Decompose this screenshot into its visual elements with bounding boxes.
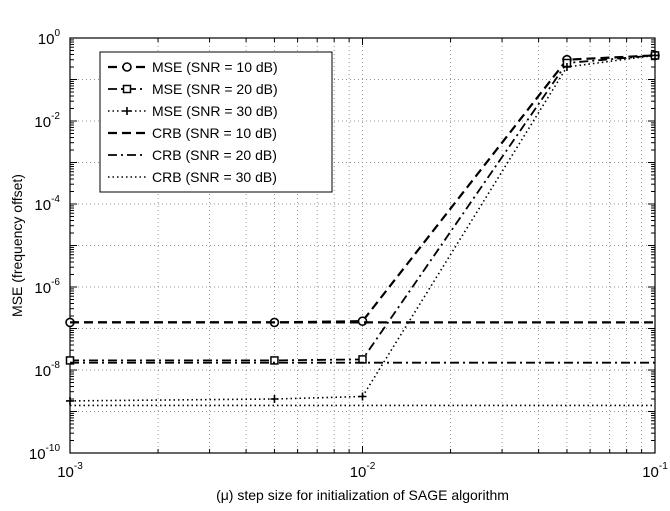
- tick-label-base: 10: [29, 446, 46, 463]
- tick-label-exponent: -2: [366, 461, 375, 472]
- legend-box: [99, 51, 333, 193]
- y-tick-label: 10-8: [34, 360, 60, 380]
- y-axis-label: MSE (frequency offset): [9, 174, 25, 317]
- data-point-plus: [562, 63, 571, 72]
- data-point-plus: [358, 392, 367, 401]
- data-point-square: [65, 356, 75, 365]
- tick-label-base: 10: [57, 464, 74, 481]
- tick-label-exponent: -10: [46, 443, 61, 454]
- data-point-square: [122, 84, 132, 94]
- legend: MSE (SNR = 10 dB) MSE (SNR = 20 dB) MSE (S…: [99, 51, 333, 193]
- legend-label: MSE (SNR = 20 dB): [152, 81, 278, 97]
- data-point-plus: [123, 107, 131, 115]
- tick-label-exponent: -1: [659, 461, 668, 472]
- x-axis-label: (μ) step size for initialization of SAGE…: [216, 487, 509, 503]
- data-point-plus: [651, 51, 659, 60]
- data-point-circle: [122, 62, 132, 72]
- tick-label-base: 10: [34, 114, 51, 131]
- tick-label-exponent: -8: [51, 360, 60, 371]
- tick-label-base: 10: [350, 464, 367, 481]
- legend-label: CRB (SNR = 10 dB): [152, 125, 277, 141]
- data-point-plus: [270, 395, 279, 404]
- x-tick-label: 10-1: [642, 461, 668, 481]
- axes-frame: [69, 37, 656, 454]
- tick-label-base: 10: [34, 197, 51, 214]
- data-point-plus: [66, 396, 74, 405]
- tick-label-exponent: -4: [51, 194, 60, 205]
- legend-label: MSE (SNR = 10 dB): [152, 59, 278, 75]
- x-tick-label: 10-3: [57, 461, 83, 481]
- y-tick-label: 10-10: [29, 443, 61, 463]
- tick-label-base: 10: [34, 363, 51, 380]
- tick-label-exponent: -3: [74, 461, 83, 472]
- x-tick-label: 10-2: [350, 461, 376, 481]
- tick-label-exponent: -6: [51, 277, 60, 288]
- data-point-circle: [357, 316, 368, 326]
- y-tick-label: 100: [38, 28, 61, 48]
- data-point-square: [270, 356, 279, 365]
- tick-label-base: 10: [38, 31, 55, 48]
- legend-label: MSE (SNR = 30 dB): [152, 103, 278, 119]
- series-3: [66, 51, 659, 405]
- tick-label-exponent: -2: [51, 111, 60, 122]
- y-tick-label: 10-4: [34, 194, 60, 214]
- y-tick-label: 10-6: [34, 277, 60, 297]
- legend-label: CRB (SNR = 20 dB): [152, 147, 277, 163]
- y-tick-label: 10-2: [34, 111, 60, 131]
- legend-label: CRB (SNR = 30 dB): [152, 169, 277, 185]
- tick-label-base: 10: [34, 280, 51, 297]
- tick-label-exponent: 0: [54, 28, 60, 39]
- tick-label-base: 10: [642, 464, 659, 481]
